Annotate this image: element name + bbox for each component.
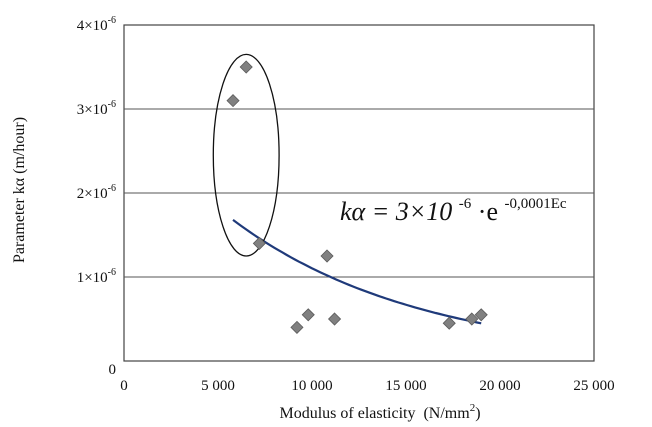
gridlines	[124, 108, 594, 278]
trend-equation: kα = 3×10 -6 ·e -0,0001Ec	[340, 185, 567, 226]
x-tick-label-4: 20 000	[479, 378, 520, 394]
x-tick-label-2: 10 000	[291, 378, 332, 394]
x-tick-label-3: 15 000	[385, 378, 426, 394]
data-points	[226, 60, 488, 334]
x-axis-label: Modulus of elasticity	[279, 405, 415, 422]
eq-dot-e: ·e	[478, 197, 498, 226]
x-axis-title: Modulus of elasticity (N/mm2)	[279, 402, 480, 422]
y-axis-title: Parameter kα (m/hour)	[11, 117, 28, 263]
data-point-1	[239, 60, 253, 74]
trendline	[232, 219, 482, 325]
data-point-5	[320, 249, 334, 263]
x-axis-unit-sup: 2	[470, 402, 476, 414]
data-point-8	[465, 312, 479, 326]
data-point-2	[252, 236, 266, 250]
x-tick-label-1: 5 000	[201, 378, 235, 394]
eq-lhs-exp: -6	[459, 196, 472, 212]
data-point-9	[474, 308, 488, 322]
eq-lhs: kα = 3×10	[340, 197, 452, 226]
x-tick-label-5: 25 000	[573, 378, 614, 394]
y-tick-label-4: 4×10-6	[77, 15, 116, 34]
y-tick-label-3: 3×10-6	[77, 99, 116, 118]
x-axis-unit: (N/mm	[423, 405, 470, 422]
y-tick-label-2: 2×10-6	[77, 183, 116, 202]
data-point-4	[301, 308, 315, 322]
highlight-ellipse	[212, 53, 280, 257]
eq-rhs-exp: -0,0001Ec	[504, 196, 566, 212]
x-tick-label-0: 0	[120, 378, 128, 394]
y-tick-label-0: 0	[109, 362, 117, 378]
data-point-3	[290, 320, 304, 334]
y-tick-label-1: 1×10-6	[77, 267, 116, 286]
data-point-7	[442, 316, 456, 330]
y-tick-labels: 0 1×10-6 2×10-6 3×10-6 4×10-6	[77, 15, 116, 378]
data-point-0	[226, 94, 240, 108]
x-axis-unit-close: )	[475, 405, 480, 422]
data-point-6	[327, 312, 342, 326]
x-tick-labels: 0 5 000 10 000 15 000 20 000 25 000	[120, 378, 614, 394]
